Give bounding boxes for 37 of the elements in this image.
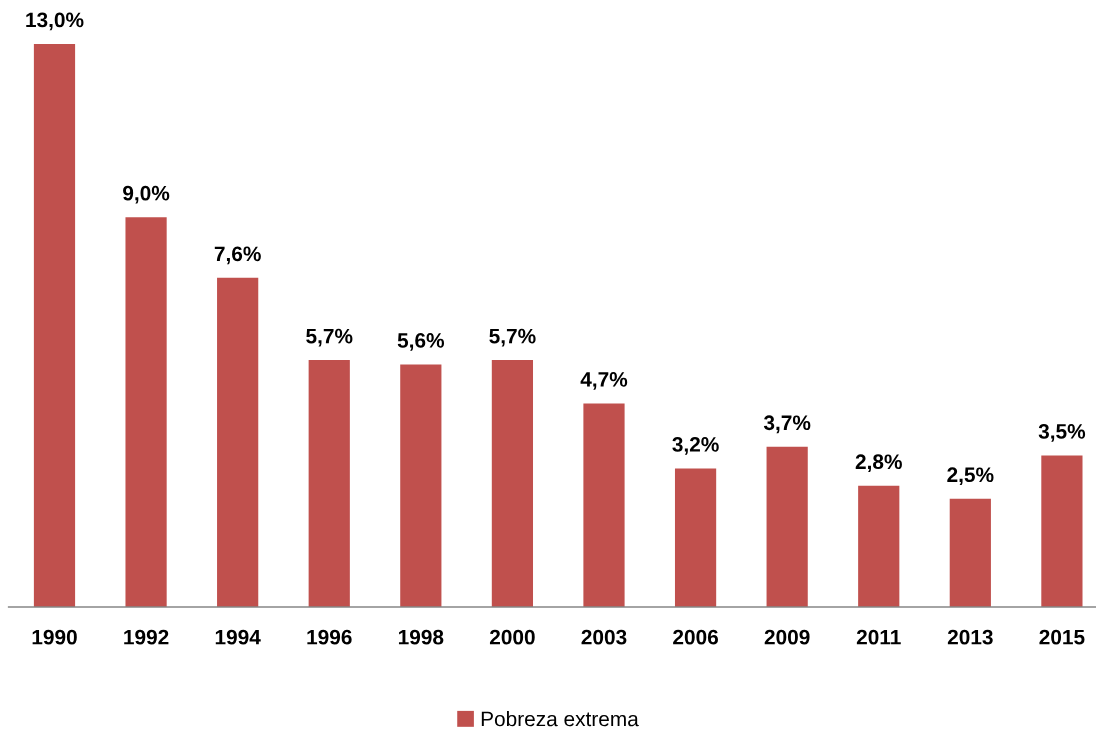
data-label: 9,0% bbox=[123, 185, 170, 204]
bar bbox=[125, 217, 167, 607]
x-tick-label: 2015 bbox=[1039, 629, 1085, 645]
x-tick-label: 2000 bbox=[489, 629, 535, 645]
bar bbox=[1041, 455, 1083, 607]
x-tick-label: 2011 bbox=[856, 629, 901, 645]
data-label: 3,7% bbox=[763, 415, 811, 434]
bar bbox=[217, 277, 259, 607]
x-tick-label: 1996 bbox=[307, 629, 352, 645]
data-label: 13,0% bbox=[26, 12, 84, 31]
x-tick-label: 2006 bbox=[673, 629, 718, 645]
x-tick-label: 1998 bbox=[398, 629, 444, 645]
x-tick-label: 2003 bbox=[581, 629, 627, 645]
bar bbox=[491, 360, 534, 607]
data-label: 7,6% bbox=[214, 246, 261, 265]
bar bbox=[308, 360, 350, 607]
bar bbox=[400, 364, 442, 607]
x-tick-label: 2013 bbox=[947, 629, 993, 645]
data-label: 2,8% bbox=[855, 454, 902, 473]
bar bbox=[674, 468, 717, 607]
bar bbox=[583, 403, 625, 607]
legend-label: Pobreza extrema bbox=[481, 711, 639, 727]
data-label: 5,6% bbox=[397, 333, 445, 351]
bar bbox=[858, 485, 900, 607]
data-label: 3,2% bbox=[672, 437, 719, 455]
bar bbox=[949, 498, 991, 607]
data-label: 3,5% bbox=[1038, 424, 1086, 442]
x-tick-label: 2009 bbox=[764, 629, 810, 645]
bar bbox=[33, 43, 76, 607]
x-tick-label: 1990 bbox=[32, 629, 77, 645]
x-tick-label: 1992 bbox=[124, 629, 169, 645]
data-label: 5,7% bbox=[306, 328, 353, 347]
data-label: 2,5% bbox=[947, 467, 994, 486]
x-tick-label: 1994 bbox=[215, 629, 261, 645]
data-label: 5,7% bbox=[489, 328, 536, 347]
bar bbox=[766, 446, 808, 607]
data-label: 4,7% bbox=[580, 372, 628, 390]
